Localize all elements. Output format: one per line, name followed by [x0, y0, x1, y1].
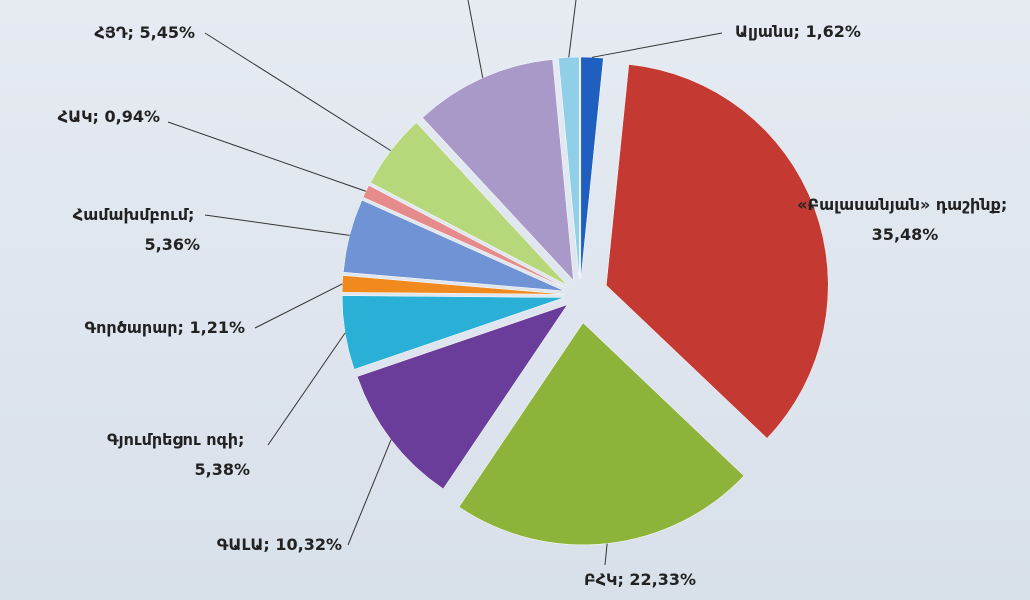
leader-line [204, 214, 350, 236]
data-label: ԳԱԼԱ; 10,32% [217, 535, 342, 554]
pie-slice [343, 199, 565, 292]
label-separator: ; [93, 107, 105, 126]
value-label: 0,94% [104, 107, 160, 126]
leader-line [204, 32, 392, 152]
pie-slice [605, 64, 829, 439]
data-label: Ալյանս; 1,62% [735, 22, 861, 41]
value-label: 1,62% [805, 22, 861, 41]
leader-line [604, 543, 608, 566]
label-category: ՀՅԴ [94, 23, 127, 42]
label-separator: ; [188, 205, 200, 224]
leader-line [568, 0, 577, 58]
label-separator: ; [617, 570, 629, 589]
label-category: «Բալասանյան» դաշինք [797, 195, 1001, 214]
label-separator: ; [238, 430, 250, 449]
label-category: Համախմբում [73, 205, 190, 224]
data-label: Գյումրեցու ոգի; 5,38% [107, 430, 250, 479]
label-category: Ալյանս [735, 22, 793, 41]
value-label: 5,36% [144, 235, 200, 254]
label-separator: ; [178, 318, 190, 337]
value-label: 22,33% [629, 570, 696, 589]
data-label: ԲՀԿ; 22,33% [584, 570, 696, 589]
value-label: 5,45% [139, 23, 195, 42]
data-label: ՀՅԴ; 5,45% [94, 23, 195, 42]
pie-slice [362, 185, 566, 289]
label-separator: ; [263, 535, 275, 554]
value-label: 35,48% [872, 225, 939, 244]
data-label: ՀԱԿ; 0,94% [58, 107, 160, 126]
label-category: Գործարար [85, 318, 178, 337]
pie-slice [356, 304, 568, 490]
label-category: Գյումրեցու ոգի [107, 430, 238, 449]
label-separator: ; [793, 22, 805, 41]
label-separator: ; [128, 23, 140, 42]
leader-line [347, 439, 392, 546]
data-label: Համախմբում; 5,36% [73, 205, 200, 254]
pie-slice [458, 322, 745, 546]
data-label: «Բալասանյան» դաշինք; 35,48% [797, 195, 1013, 244]
leader-line [807, 204, 815, 209]
label-category: ՀԱԿ [58, 107, 93, 126]
data-label: Գործարար; 1,21% [85, 318, 246, 337]
pie-slice [422, 59, 574, 282]
leader-line [467, 0, 484, 78]
leader-line [592, 32, 723, 58]
leader-line [167, 121, 366, 192]
leader-line [267, 332, 346, 446]
label-category: ԲՀԿ [584, 570, 618, 589]
pie-slice [341, 275, 565, 295]
value-label: 10,32% [275, 535, 342, 554]
label-category: ԳԱԼԱ [217, 535, 264, 554]
pie-slice [370, 122, 568, 286]
pie-slice [558, 56, 580, 280]
label-separator: ; [1001, 195, 1013, 214]
value-label: 1,21% [189, 318, 245, 337]
pie-slice [341, 295, 565, 370]
value-label: 5,38% [194, 460, 250, 479]
leader-line [254, 283, 343, 329]
pie-slice [580, 56, 604, 280]
